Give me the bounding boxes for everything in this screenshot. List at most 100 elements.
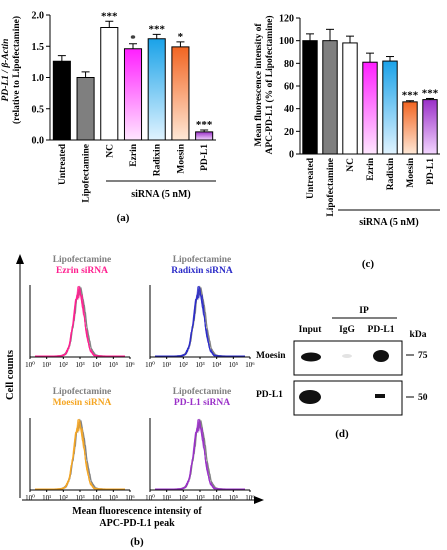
histogram-title-reference: Lipofectamine: [53, 387, 112, 397]
blot-ip-label: IP: [359, 306, 369, 316]
histogram-title-sirna: Moesin siRNA: [53, 398, 112, 408]
chart-c-bar: [422, 99, 438, 155]
histogram-reference-curve: [155, 419, 245, 490]
histogram-title-reference: Lipofectamine: [173, 255, 232, 265]
histogram-title-sirna: PD-L1 siRNA: [174, 398, 230, 408]
chart-a-bar: [52, 60, 71, 141]
histogram-xtick-label: 10⁶: [125, 494, 135, 502]
chart-a-category-label: Lipofectamine: [82, 144, 92, 203]
histogram-sirna-curve: [35, 286, 125, 357]
histogram-reference-curve: [35, 286, 125, 357]
chart-c-group-label: siRNA (5 nM): [359, 217, 418, 228]
histogram-reference-curve: [155, 285, 245, 357]
histogram-xtick-label: 10⁶: [245, 494, 255, 502]
chart-a-category-label: PD-L1: [200, 144, 210, 171]
histogram-xtick-label: 10⁰: [145, 494, 155, 502]
histogram-reference-curve: [155, 420, 245, 490]
chart-c-ytick-label: 100: [279, 36, 294, 47]
histogram-sirna-curve: [35, 419, 125, 490]
blot-col-pdl1: PD-L1: [368, 325, 395, 335]
chart-c-ylabel-line2: APC-PD-L1 (% of Lipofectamine): [264, 15, 275, 154]
histogram-xtick-label: 10³: [195, 494, 204, 502]
chart-c-bar: [382, 60, 398, 155]
chart-a-significance: *: [130, 33, 136, 45]
chart-a-category-label: Moesin: [176, 143, 186, 173]
panel-label-d: (d): [335, 428, 349, 440]
chart-a-significance: ***: [196, 119, 213, 131]
western-blot: IP Input IgG PD-L1 kDa Moesin 75 PD-L1 5…: [256, 306, 428, 440]
chart-c-ytick-label: 20: [284, 127, 294, 138]
histogram-sirna-curve: [155, 424, 245, 490]
histogram-sirna-curve: [155, 285, 245, 357]
chart-c-category-label: PD-L1: [426, 158, 436, 185]
histogram-sirna-curve: [35, 424, 125, 490]
chart-c-category-label: Radixin: [386, 157, 396, 190]
histogram-sirna-curve: [155, 286, 245, 357]
chart-b-xlabel-line1: Mean fluorescence intensity of: [72, 506, 202, 517]
panel-label-b: (b): [130, 536, 144, 548]
histogram-sirna-curve: [35, 291, 125, 357]
panel-label-a: (a): [117, 212, 130, 224]
chart-c-bar: [342, 42, 358, 155]
chart-a-ytick-label: 2.0: [32, 11, 45, 22]
blot-row-moesin-label: Moesin: [256, 351, 286, 361]
chart-a-bar: [76, 77, 95, 141]
chart-c-category-label: Untreated: [306, 157, 316, 199]
chart-c-category-label: NC: [346, 158, 356, 172]
chart-b-ylabel: Cell counts: [5, 350, 16, 400]
blot-marker-50: 50: [418, 393, 428, 403]
histogram-xtick-label: 10¹: [162, 361, 171, 369]
histogram-xtick-label: 10⁶: [245, 361, 255, 369]
blot-row-pdl1-label: PD-L1: [256, 390, 283, 400]
histogram-xtick-label: 10⁴: [92, 361, 102, 369]
histogram-sirna-curve: [155, 421, 245, 490]
histogram-sirna-curve: [35, 421, 125, 490]
histogram-xtick-label: 10²: [59, 361, 68, 369]
chart-a-significance: ***: [101, 10, 118, 22]
chart-c-bar: [322, 40, 338, 155]
chart-b-xlabel-line2: APC-PD-L1 peak: [99, 518, 175, 529]
blot-kda-label: kDa: [410, 330, 427, 340]
panel-label-c: (c): [362, 258, 375, 270]
histogram-sirna-curve: [155, 419, 245, 490]
histogram-xtick-label: 10¹: [42, 361, 51, 369]
histogram-xtick-label: 10³: [75, 361, 84, 369]
histogram-xtick-label: 10⁰: [25, 361, 35, 369]
histogram-reference-curve: [35, 285, 125, 357]
histogram-xtick-label: 10⁴: [92, 494, 102, 502]
chart-c-bar: [402, 101, 418, 155]
chart-a-bar: [195, 131, 214, 141]
chart-c-category-label: Moesin: [406, 157, 416, 187]
chart-a-ytick-label: 1.5: [32, 42, 45, 53]
chart-b-y-arrowhead: [16, 254, 24, 264]
chart-a-category-label: NC: [105, 144, 115, 158]
histogram-xtick-label: 10⁶: [125, 361, 135, 369]
chart-c-ytick-label: 80: [284, 59, 294, 70]
chart-a-significance: ***: [148, 23, 165, 35]
histogram-xtick-label: 10²: [179, 361, 188, 369]
histogram-xtick-label: 10⁵: [229, 494, 239, 502]
histogram-reference-curve: [155, 287, 245, 357]
histogram-xtick-label: 10⁰: [145, 361, 155, 369]
chart-a-bar: [100, 27, 119, 141]
blot-pdl1-pdl1-band: [375, 394, 385, 398]
histogram-xtick-label: 10¹: [162, 494, 171, 502]
chart-c-bar: [362, 61, 378, 155]
chart-a-significance: *: [178, 31, 184, 43]
histogram-xtick-label: 10⁴: [212, 494, 222, 502]
chart-a-category-label: Radixin: [153, 143, 163, 176]
histogram-reference-curve: [35, 418, 125, 490]
chart-b-x-arrowhead: [254, 496, 264, 504]
chart-a-bar: [171, 46, 190, 141]
chart-c-category-label: Lipofectamine: [326, 158, 336, 217]
chart-c-ylabel-line1: Mean fluorescence intensity of: [254, 23, 264, 147]
histogram-reference-curve: [35, 420, 125, 490]
chart-c-ytick-label: 0: [289, 150, 294, 161]
chart-c-category-label: Ezrin: [366, 157, 376, 180]
blot-moesin-input-band: [301, 352, 321, 362]
histogram-xtick-label: 10⁵: [109, 361, 119, 369]
histogram-xtick-label: 10³: [195, 361, 204, 369]
blot-moesin-pdl1-band: [373, 350, 389, 362]
histogram-xtick-label: 10²: [59, 494, 68, 502]
